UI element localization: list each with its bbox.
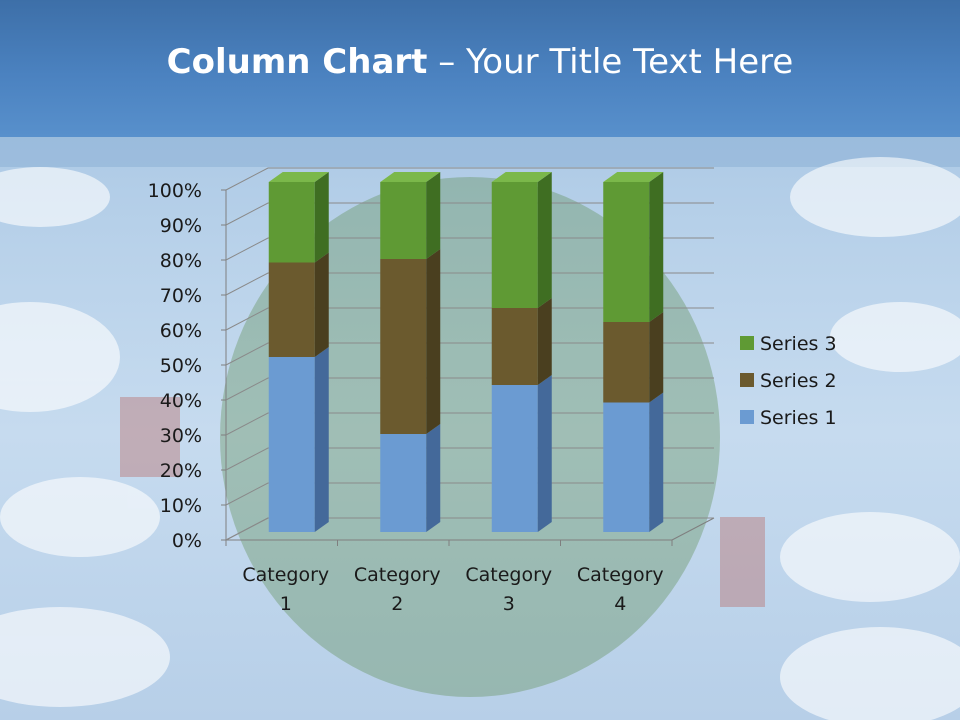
bar-segment bbox=[268, 347, 329, 532]
bar-face bbox=[268, 357, 315, 532]
y-tick-label: 60% bbox=[160, 320, 202, 342]
x-tick-label: Category 2 bbox=[354, 564, 441, 615]
y-tick-label: 40% bbox=[160, 390, 202, 412]
y-tick-label: 70% bbox=[160, 285, 202, 307]
legend-item: Series 1 bbox=[740, 407, 837, 429]
x-axis: Category 1 Category 2 Category 3 Category 4 bbox=[225, 540, 673, 615]
x-tick-label: Category 1 bbox=[242, 564, 329, 615]
floor-edge-right bbox=[671, 517, 715, 541]
bar-top bbox=[268, 172, 329, 182]
bar-side bbox=[649, 312, 664, 403]
bar-segment bbox=[268, 252, 329, 357]
gridline bbox=[225, 377, 714, 401]
bar-side bbox=[314, 172, 329, 263]
bar-face bbox=[603, 182, 650, 322]
slide-title-rest: – Your Title Text Here bbox=[427, 42, 794, 82]
bar-side bbox=[314, 347, 329, 532]
gridline bbox=[225, 307, 714, 331]
legend-label: Series 1 bbox=[760, 407, 837, 429]
x-tick-label: Category 4 bbox=[577, 564, 664, 615]
bar-face bbox=[491, 308, 538, 385]
bar-segment bbox=[603, 172, 664, 322]
bar-segment bbox=[268, 172, 329, 263]
gridline bbox=[225, 342, 714, 366]
y-tick-label: 20% bbox=[160, 460, 202, 482]
bar-side bbox=[426, 249, 441, 434]
gridline bbox=[225, 412, 714, 436]
bar-face bbox=[268, 182, 315, 263]
bar-side bbox=[426, 172, 441, 259]
slide-title: Column Chart – Your Title Text Here bbox=[0, 42, 960, 82]
bar-side bbox=[537, 298, 552, 385]
legend-label: Series 3 bbox=[760, 333, 837, 355]
legend: Series 3 Series 2 Series 1 bbox=[740, 333, 837, 429]
title-bar bbox=[0, 0, 960, 137]
legend-item: Series 2 bbox=[740, 370, 837, 392]
gridline bbox=[225, 167, 714, 191]
bar-face bbox=[268, 262, 315, 357]
bar-segment bbox=[491, 172, 552, 308]
bar-segment bbox=[491, 375, 552, 532]
y-axis: 0% 10% 20% 30% 40% 50% 60% 70% 80% 90% 100% bbox=[148, 180, 226, 552]
gridline bbox=[225, 517, 714, 541]
bar-top bbox=[380, 172, 441, 182]
bar-side bbox=[649, 392, 664, 532]
bar-side bbox=[649, 172, 664, 322]
bar-top bbox=[491, 172, 552, 182]
bar-segment bbox=[491, 298, 552, 385]
chart-bars bbox=[268, 172, 664, 532]
y-tick-label: 90% bbox=[160, 215, 202, 237]
bar-segment bbox=[380, 249, 441, 434]
legend-swatch bbox=[740, 373, 754, 387]
y-tick-label: 10% bbox=[160, 495, 202, 517]
bar-face bbox=[603, 402, 650, 532]
gridline bbox=[225, 272, 714, 296]
y-tick-label: 30% bbox=[160, 425, 202, 447]
bar-segment bbox=[380, 424, 441, 532]
bar-face bbox=[380, 434, 427, 532]
bar-segment bbox=[380, 172, 441, 259]
x-tick-label: Category 3 bbox=[465, 564, 552, 615]
bar-face bbox=[380, 182, 427, 259]
y-tick-label: 100% bbox=[148, 180, 202, 202]
bar-side bbox=[537, 375, 552, 532]
title-band bbox=[0, 137, 960, 167]
gridline bbox=[225, 447, 714, 471]
bar-face bbox=[491, 182, 538, 308]
legend-item: Series 3 bbox=[740, 333, 837, 355]
bar-side bbox=[537, 172, 552, 308]
gridline bbox=[225, 202, 714, 226]
gridline bbox=[225, 482, 714, 506]
background-scene bbox=[0, 157, 960, 720]
y-tick-label: 80% bbox=[160, 250, 202, 272]
legend-label: Series 2 bbox=[760, 370, 837, 392]
bar-face bbox=[380, 259, 427, 434]
bar-side bbox=[314, 252, 329, 357]
gridline bbox=[225, 237, 714, 261]
bar-segment bbox=[603, 312, 664, 403]
y-tick-label: 0% bbox=[172, 530, 202, 552]
bar-segment bbox=[603, 392, 664, 532]
y-tick-label: 50% bbox=[160, 355, 202, 377]
bar-top bbox=[603, 172, 664, 182]
bar-side bbox=[426, 424, 441, 532]
bar-face bbox=[491, 385, 538, 532]
legend-swatch bbox=[740, 336, 754, 350]
slide-title-bold: Column Chart bbox=[166, 42, 428, 82]
legend-swatch bbox=[740, 410, 754, 424]
bar-face bbox=[603, 322, 650, 403]
